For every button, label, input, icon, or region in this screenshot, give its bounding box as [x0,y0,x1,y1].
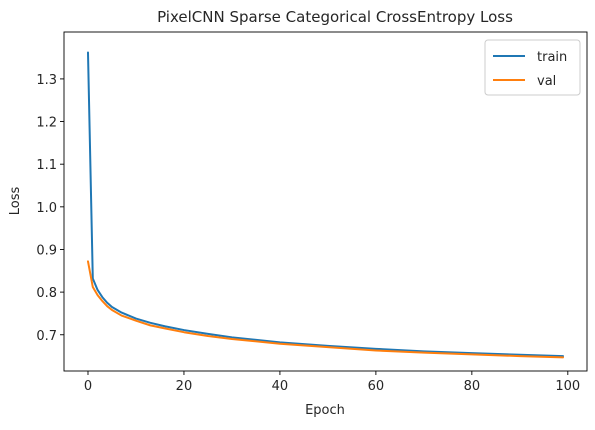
x-tick-label: 0 [84,379,92,394]
x-tick-label: 60 [368,379,385,394]
x-axis-label: Epoch [305,403,345,418]
y-axis: 0.7 0.8 0.9 1.0 1.1 1.2 1.3 [36,73,64,344]
series-line-val [86,260,565,359]
legend-box [484,39,581,96]
y-tick-label: 0.9 [36,243,57,258]
y-tick-label: 1.0 [36,201,57,216]
y-axis-label: Loss [8,187,23,216]
y-tick-label: 1.3 [36,73,57,88]
x-axis: 0 20 40 60 80 100 [84,371,580,394]
series-layer [86,51,565,359]
y-tick-label: 1.1 [36,158,57,173]
y-tick-label: 0.8 [36,286,57,301]
x-tick-label: 80 [464,379,481,394]
legend-label-train: train [537,50,567,65]
x-tick-label: 40 [272,379,289,394]
legend-label-val: val [537,74,556,89]
x-tick-label: 100 [555,379,580,394]
x-tick-label: 20 [176,379,193,394]
y-tick-label: 1.2 [36,116,57,131]
series-line-train [86,51,565,358]
plot-frame [63,31,588,372]
chart-title: PixelCNN Sparse Categorical CrossEntropy… [157,8,513,26]
y-tick-label: 0.7 [36,329,57,344]
legend: train val [484,39,581,96]
